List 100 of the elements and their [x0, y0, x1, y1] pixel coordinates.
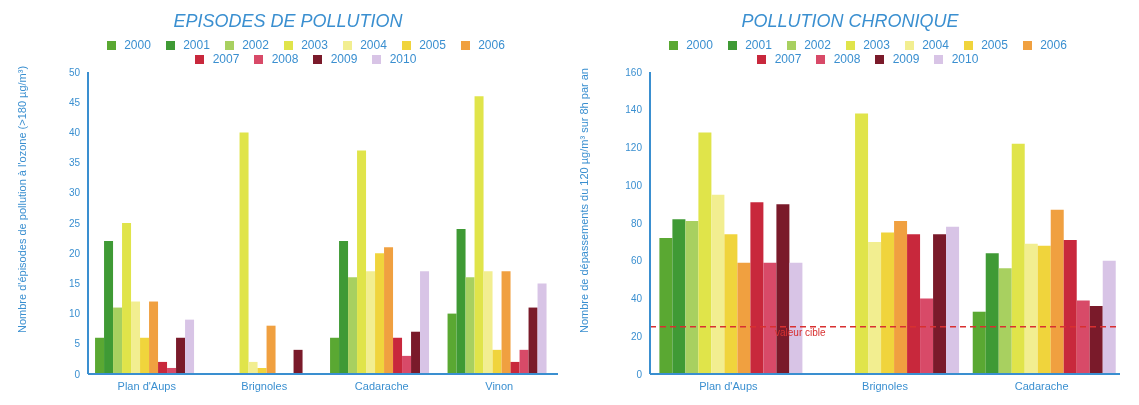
bar — [1050, 209, 1064, 374]
bar — [474, 96, 484, 374]
legend-label: 2009 — [891, 52, 921, 66]
legend-label: 2002 — [241, 38, 270, 52]
bar — [763, 262, 777, 374]
bar — [1063, 239, 1077, 374]
bar — [483, 271, 493, 374]
bar — [113, 307, 123, 374]
legend-label: 2009 — [329, 52, 359, 66]
bar — [492, 349, 502, 374]
bar — [920, 298, 934, 374]
legend-label: 2005 — [980, 38, 1009, 52]
legend-label: 2007 — [773, 52, 803, 66]
bar — [698, 132, 712, 374]
bar — [510, 361, 520, 374]
y-tick-label: 25 — [68, 217, 81, 229]
bar — [672, 219, 686, 374]
bar — [122, 223, 132, 374]
bar — [465, 277, 475, 374]
bar — [1076, 300, 1090, 374]
y-tick-label: 20 — [68, 247, 81, 259]
bar — [1102, 260, 1116, 374]
bar — [868, 241, 882, 374]
bar — [711, 194, 725, 374]
bar — [104, 241, 114, 374]
bar — [519, 349, 529, 374]
bar — [348, 277, 358, 374]
bar — [357, 150, 367, 374]
bar — [149, 301, 159, 374]
bar — [750, 202, 764, 374]
y-tick-label: 40 — [630, 293, 643, 305]
y-tick-label: 120 — [625, 142, 643, 154]
bar — [330, 337, 340, 374]
x-tick-label: Vinon — [485, 379, 514, 392]
bar — [685, 221, 699, 374]
bar — [1024, 243, 1038, 374]
legend-label: 2010 — [950, 52, 980, 66]
bar — [1011, 143, 1025, 374]
bar — [393, 337, 403, 374]
legend-label: 2008 — [270, 52, 300, 66]
chart-title: EPISODES DE POLLUTION — [172, 10, 404, 33]
y-tick-label: 140 — [625, 104, 643, 116]
legend-label: 2001 — [182, 38, 211, 52]
bar — [402, 355, 412, 374]
y-tick-label: 0 — [636, 368, 643, 380]
bar — [998, 268, 1012, 374]
legend-label: 2001 — [744, 38, 773, 52]
x-tick-label: Plan d'Aups — [699, 379, 759, 392]
bar — [933, 234, 947, 374]
bar — [659, 238, 673, 374]
legend-label: 2006 — [477, 38, 506, 52]
bar — [855, 113, 869, 374]
bar — [985, 253, 999, 374]
bar — [185, 319, 195, 374]
bar — [375, 253, 385, 374]
bar — [131, 301, 141, 374]
bar — [158, 361, 168, 374]
bar — [293, 349, 303, 374]
bar — [95, 337, 105, 374]
legend-label: 2003 — [862, 38, 891, 52]
legend-label: 2004 — [359, 38, 388, 52]
x-tick-label: Cadarache — [354, 379, 409, 392]
y-tick-label: 100 — [625, 179, 643, 191]
legend-label: 2005 — [418, 38, 447, 52]
bar — [140, 337, 150, 374]
bar — [881, 232, 895, 374]
y-tick-label: 5 — [74, 338, 81, 350]
x-tick-label: Plan d'Aups — [117, 379, 177, 392]
x-tick-label: Cadarache — [1014, 379, 1069, 392]
bar — [1089, 306, 1103, 374]
bar — [456, 229, 466, 374]
legend-label: 2008 — [832, 52, 862, 66]
y-axis-title: Nombre de dépassements du 120 µg/m³ sur 8h par an — [577, 68, 590, 333]
y-tick-label: 45 — [68, 96, 81, 108]
bar — [1037, 245, 1051, 374]
legend-label: 2002 — [803, 38, 832, 52]
bar — [724, 234, 738, 374]
y-tick-label: 0 — [74, 368, 81, 380]
bar — [366, 271, 376, 374]
bar — [239, 132, 249, 374]
bar — [528, 307, 538, 374]
bar — [501, 271, 511, 374]
bar — [420, 271, 430, 374]
bar — [537, 283, 547, 374]
bar — [737, 262, 751, 374]
bar — [972, 311, 986, 374]
bar — [266, 325, 276, 374]
bar — [894, 221, 908, 374]
bar — [411, 331, 421, 374]
y-tick-label: 30 — [68, 187, 81, 199]
legend-label: 2007 — [211, 52, 241, 66]
y-axis-title: Nombre d'épisodes de pollution à l'ozone (>180 µg/m³) — [15, 65, 28, 333]
y-tick-label: 80 — [630, 217, 643, 229]
legend-label: 2004 — [921, 38, 950, 52]
legend-label: 2000 — [123, 38, 152, 52]
x-tick-label: Brignoles — [862, 379, 909, 392]
y-tick-label: 10 — [68, 308, 81, 320]
bar — [384, 247, 394, 374]
bar — [447, 313, 457, 374]
legend-label: 2000 — [685, 38, 714, 52]
